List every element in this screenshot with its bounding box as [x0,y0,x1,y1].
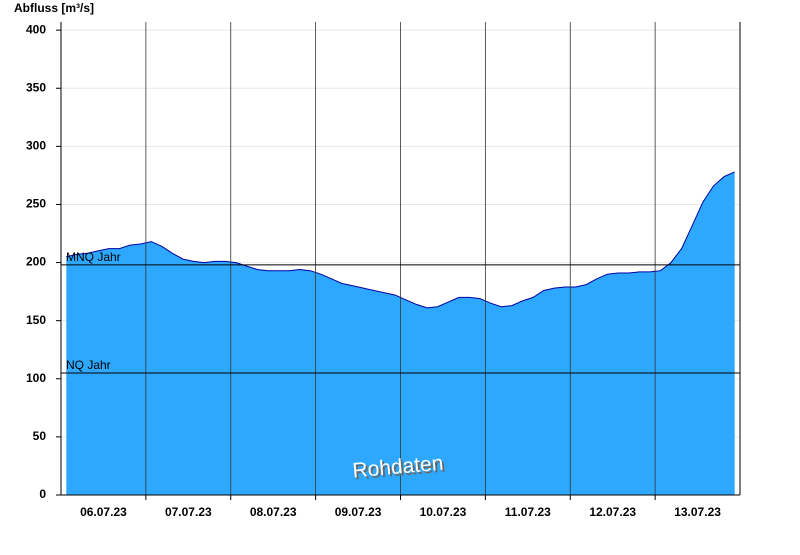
x-tick-label: 08.07.23 [250,505,297,519]
y-tick-label: 200 [26,255,46,269]
x-tick-label: 13.07.23 [674,505,721,519]
x-tick-label: 07.07.23 [165,505,212,519]
y-tick-label: 150 [26,313,46,327]
x-tick-label: 09.07.23 [335,505,382,519]
y-tick-label: 300 [26,139,46,153]
y-tick-label: 50 [33,429,47,443]
y-tick-label: 350 [26,80,46,94]
y-tick-label: 0 [39,487,46,501]
x-tick-label: 12.07.23 [589,505,636,519]
x-tick-label: 10.07.23 [420,505,467,519]
ref-label: MNQ Jahr [66,250,121,264]
y-tick-label: 250 [26,197,46,211]
x-tick-label: 11.07.23 [505,505,551,519]
y-tick-label: 100 [26,371,46,385]
x-tick-label: 06.07.23 [80,505,127,519]
y-axis-title: Abfluss [m³/s] [14,1,94,15]
y-tick-label: 400 [26,22,46,36]
ref-label: NQ Jahr [66,358,111,372]
